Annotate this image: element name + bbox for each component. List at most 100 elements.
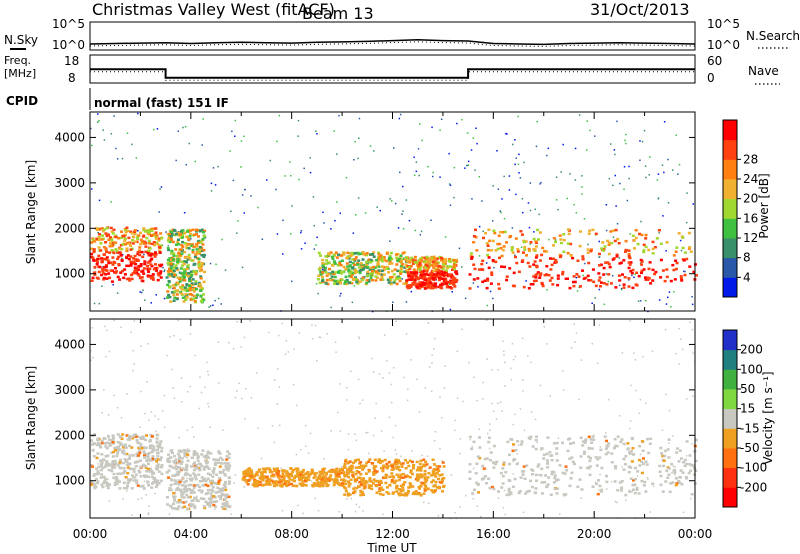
echo-cell <box>523 248 527 251</box>
echo-cell <box>192 290 196 293</box>
echo-cell <box>487 228 491 231</box>
echo-cell <box>538 259 542 262</box>
echo-cell <box>555 441 559 445</box>
echo-cell <box>165 471 169 474</box>
echo-cell <box>692 270 696 274</box>
scatter-point <box>645 176 647 179</box>
scatter-point <box>657 197 660 199</box>
echo-cell <box>425 262 429 265</box>
echo-cell <box>595 464 599 467</box>
echo-cell <box>197 252 201 255</box>
echo-cell <box>175 289 179 293</box>
echo-cell <box>379 254 383 257</box>
echo-cell <box>209 452 213 455</box>
echo-cell <box>313 474 317 478</box>
echo-cell <box>227 482 231 485</box>
echo-cell <box>180 272 184 275</box>
echo-cell <box>166 460 170 463</box>
echo-cell <box>176 501 180 504</box>
echo-cell <box>403 481 407 484</box>
echo-cell <box>201 484 205 487</box>
echo-cell <box>356 263 359 266</box>
scatter-point <box>300 230 303 232</box>
scatter-point <box>405 301 408 303</box>
scatter-point <box>374 417 376 419</box>
echo-cell <box>102 481 105 485</box>
echo-cell <box>181 236 185 239</box>
scatter-point <box>224 269 227 271</box>
scatter-point <box>407 388 409 390</box>
echo-cell <box>545 250 549 253</box>
echo-cell <box>579 285 582 288</box>
echo-cell <box>110 451 114 454</box>
scatter-point <box>472 498 474 500</box>
echo-cell <box>347 481 351 485</box>
scatter-point <box>173 334 175 337</box>
echo-cell <box>689 250 693 253</box>
scatter-point <box>188 142 191 145</box>
scatter-point <box>566 197 568 200</box>
echo-cell <box>395 263 399 266</box>
echo-cell <box>227 452 231 456</box>
echo-cell <box>183 488 187 492</box>
echo-cell <box>334 476 338 479</box>
scatter-point <box>575 332 578 334</box>
echo-cell <box>339 263 343 267</box>
echo-cell <box>673 471 677 474</box>
echo-cell <box>401 251 405 255</box>
scatter-point <box>504 385 506 387</box>
echo-cell <box>144 230 148 233</box>
scatter-point <box>97 113 99 115</box>
echo-cell <box>118 487 122 490</box>
scatter-point <box>454 512 456 514</box>
scatter-point <box>419 234 422 236</box>
scatter-point <box>310 480 313 482</box>
echo-cell <box>473 267 477 271</box>
echo-cell <box>508 267 512 270</box>
scatter-point <box>163 297 166 300</box>
echo-cell <box>632 239 636 242</box>
echo-cell <box>321 264 325 267</box>
echo-cell <box>384 481 388 485</box>
echo-cell <box>333 275 337 279</box>
echo-cell <box>353 263 357 266</box>
echo-cell <box>338 469 342 473</box>
scatter-point <box>599 473 601 476</box>
echo-cell <box>142 474 146 477</box>
echo-cell <box>153 255 157 258</box>
echo-cell <box>407 486 411 489</box>
echo-cell <box>590 447 594 450</box>
echo-cell <box>488 486 492 490</box>
echo-cell <box>622 283 626 286</box>
echo-cell <box>102 272 106 275</box>
echo-cell <box>184 449 188 453</box>
echo-cell <box>360 464 363 467</box>
scatter-point <box>102 266 104 268</box>
echo-cell <box>597 272 601 275</box>
echo-cell <box>119 254 123 257</box>
echo-cell <box>187 243 191 246</box>
echo-cell <box>170 249 174 253</box>
echo-cell <box>193 461 196 464</box>
echo-cell <box>168 295 172 299</box>
echo-cell <box>413 278 417 282</box>
echo-cell <box>222 503 226 506</box>
echo-cell <box>98 238 102 242</box>
echo-cell <box>426 268 430 272</box>
echo-cell <box>418 276 422 279</box>
scatter-point <box>573 323 575 325</box>
echo-cell <box>289 467 293 470</box>
echo-cell <box>136 441 140 444</box>
echo-cell <box>169 483 173 487</box>
velocity-data-layer <box>90 319 698 520</box>
echo-cell <box>177 505 181 508</box>
echo-cell <box>682 259 686 262</box>
echo-cell <box>328 476 332 479</box>
echo-cell <box>587 467 591 470</box>
echo-cell <box>614 466 618 470</box>
echo-cell <box>216 486 220 490</box>
echo-cell <box>544 474 548 477</box>
echo-cell <box>659 276 663 279</box>
scatter-point <box>202 118 204 120</box>
echo-cell <box>614 444 618 448</box>
